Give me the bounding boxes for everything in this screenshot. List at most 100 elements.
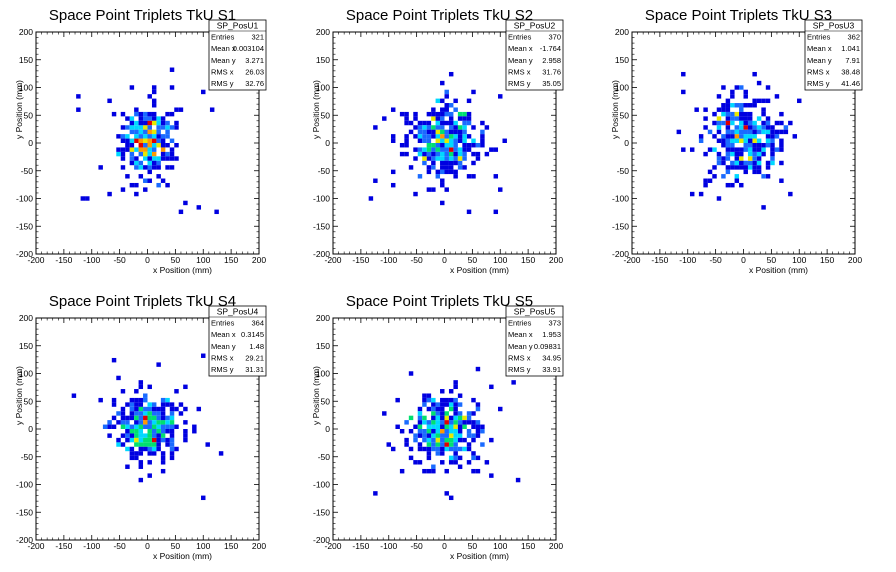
histogram-cell [703, 107, 708, 112]
histogram-cell [475, 433, 481, 438]
histogram-cell [422, 134, 427, 139]
histogram-cell [417, 429, 423, 434]
histogram-cell [453, 380, 458, 385]
histogram-cell [743, 165, 748, 170]
histogram-cell [413, 424, 418, 429]
histogram-cell [125, 433, 130, 438]
histogram-cell [725, 165, 731, 170]
histogram-cell [743, 138, 748, 143]
histogram-cell [134, 191, 139, 197]
histogram-cell [471, 397, 476, 403]
histogram-cell [448, 111, 454, 117]
y-tick-label: 100 [316, 369, 330, 379]
histogram-cell [111, 402, 117, 407]
stats-label: Mean x [211, 330, 236, 339]
histogram-cell [134, 451, 139, 456]
stats-box-frame [505, 305, 564, 377]
x-tick-label: 50 [171, 255, 181, 265]
histogram-cell [147, 178, 152, 183]
stats-box-title: SP_PosU2 [514, 21, 556, 31]
histogram-cell [431, 442, 436, 447]
histogram-cell [440, 451, 445, 456]
x-tick-label: -150 [651, 255, 668, 265]
histogram-cell [475, 406, 481, 412]
histogram-cell [143, 156, 148, 161]
histogram-cell [448, 134, 454, 139]
histogram-cell [480, 138, 485, 143]
histogram-cells [76, 67, 219, 215]
histogram-cell [457, 125, 463, 130]
histogram-cell [462, 116, 467, 121]
histogram-cell [156, 433, 161, 438]
histogram-cell [147, 424, 152, 429]
histogram-cell [448, 442, 454, 447]
histogram-cell [457, 420, 463, 425]
histogram-cell [435, 147, 441, 152]
histogram-cell [730, 116, 735, 121]
histogram-cell [725, 103, 731, 108]
histogram-cell [147, 433, 152, 438]
histogram-cell [765, 134, 771, 139]
histogram-cell [373, 178, 378, 183]
histogram-cell [770, 147, 775, 152]
y-tick-label: 200 [19, 313, 33, 323]
histogram-cell [169, 85, 175, 90]
histogram-cell [489, 437, 494, 443]
histogram-cell [134, 160, 139, 166]
histogram-cell [444, 103, 449, 108]
chart-title: Space Point Triplets TkU S3 [645, 7, 832, 24]
x-tick-label: 50 [468, 255, 478, 265]
y-tick-label: 0 [325, 138, 330, 148]
histogram-cell [471, 424, 476, 429]
histogram-cell [489, 147, 494, 152]
histogram-cell [413, 147, 418, 152]
histogram-cell [694, 107, 699, 112]
histogram-cell [174, 143, 179, 148]
histogram-cell [435, 116, 441, 121]
histogram-cell [484, 125, 490, 130]
histogram-cell [765, 85, 771, 90]
stats-value: 32.76 [245, 79, 264, 88]
histogram-cell [165, 437, 170, 443]
histogram-cell [156, 129, 161, 135]
histogram-cell [457, 134, 463, 139]
histogram-cell [734, 160, 740, 166]
stats-label: RMS x [211, 67, 234, 76]
stats-value: 7.91 [845, 56, 860, 65]
y-tick-label: 50 [24, 396, 34, 406]
histogram-cell [160, 134, 166, 139]
histogram-cell [440, 415, 445, 421]
histogram-cell [129, 424, 135, 429]
histogram-cell [134, 120, 139, 126]
histogram-cell [440, 442, 445, 447]
histogram-cell [475, 402, 481, 407]
histogram-cell [440, 129, 445, 135]
histogram-cell [125, 424, 130, 429]
stats-label: RMS x [807, 67, 830, 76]
histogram-cell [466, 415, 472, 421]
histogram-cell [457, 111, 463, 117]
stats-label: Entries [807, 33, 831, 42]
histogram-cell [196, 406, 202, 412]
histogram-cell [725, 98, 731, 104]
y-tick-label: 150 [19, 55, 33, 65]
histogram-cell [120, 424, 126, 429]
histogram-cell [147, 442, 152, 447]
histogram-cell [368, 196, 374, 201]
histogram-cell [165, 442, 170, 447]
histogram-cell [408, 415, 414, 421]
histogram-cell [779, 147, 784, 152]
histogram-cell [462, 134, 467, 139]
histogram-cell [448, 397, 454, 403]
histogram-cell [770, 125, 775, 130]
x-axis-label: x Position (mm) [153, 265, 212, 275]
histogram-cell [756, 80, 762, 86]
histogram-cell [431, 468, 436, 474]
histogram-cell [440, 125, 445, 130]
histogram-cell [165, 429, 170, 434]
histogram-cell [435, 402, 441, 407]
histogram-cell [462, 446, 467, 452]
histogram-cell [214, 209, 219, 215]
histogram-cell [716, 160, 722, 166]
histogram-cell [143, 420, 148, 425]
